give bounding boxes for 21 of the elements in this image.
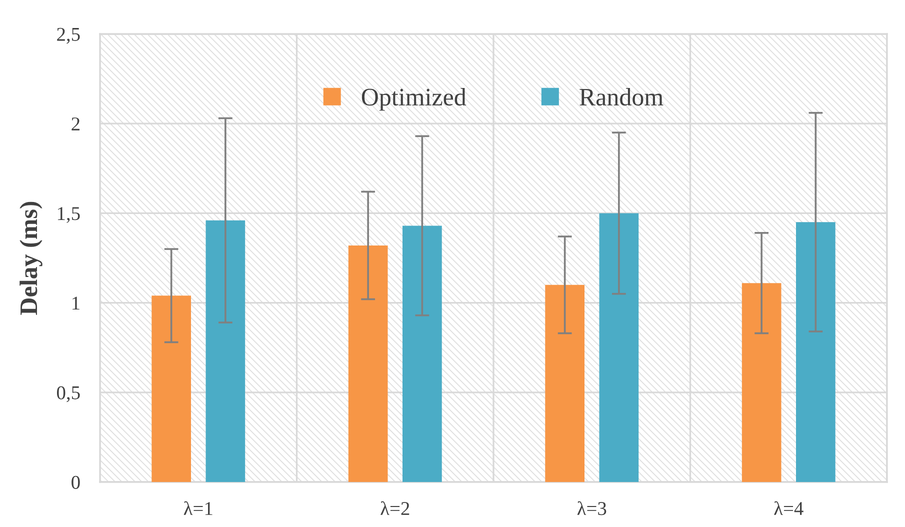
bar bbox=[545, 284, 584, 482]
bar bbox=[742, 283, 782, 482]
y-axis-title: Delay (ms) bbox=[20, 202, 42, 315]
y-tick-label: 0 bbox=[72, 476, 80, 489]
legend-label: Random bbox=[580, 88, 664, 106]
y-tick-label: 2 bbox=[72, 117, 80, 130]
bar bbox=[152, 296, 191, 482]
y-tick-label: 0,5 bbox=[56, 386, 80, 402]
x-tick-label: λ=3 bbox=[577, 501, 606, 516]
y-tick-label: 1 bbox=[72, 296, 80, 310]
bar bbox=[599, 213, 639, 482]
bar bbox=[796, 222, 836, 482]
bar bbox=[348, 245, 388, 482]
bar bbox=[206, 220, 246, 482]
y-tick-label: 1,5 bbox=[58, 207, 80, 223]
legend-label: Optimized bbox=[362, 88, 466, 111]
x-tick-label: λ=2 bbox=[380, 501, 410, 515]
bar bbox=[402, 226, 442, 482]
y-tick-label: 2,5 bbox=[57, 28, 80, 44]
x-tick-label: λ=1 bbox=[184, 501, 212, 515]
x-tick-label: λ=4 bbox=[774, 501, 804, 515]
